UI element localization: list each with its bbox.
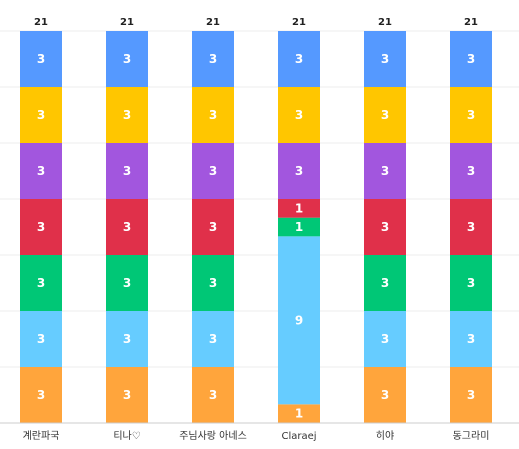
bar-segment — [364, 143, 406, 199]
segment-label: 3 — [467, 52, 475, 66]
segment-label: 3 — [209, 220, 217, 234]
category-label: 주님사랑 아네스 — [179, 430, 247, 442]
bar-segment — [192, 143, 234, 199]
segment-label: 3 — [295, 52, 303, 66]
segment-label: 3 — [467, 108, 475, 122]
segment-label: 3 — [209, 276, 217, 290]
bar-segment — [364, 311, 406, 367]
segment-label: 3 — [467, 388, 475, 402]
bar-segment — [192, 31, 234, 87]
bar-segment — [106, 367, 148, 423]
segment-label: 3 — [209, 388, 217, 402]
bar-segment — [278, 199, 320, 218]
segment-label: 3 — [123, 276, 131, 290]
bar-segment — [364, 31, 406, 87]
segment-label: 9 — [295, 313, 303, 327]
segment-label: 3 — [123, 52, 131, 66]
bar-segment — [192, 367, 234, 423]
segment-label: 3 — [209, 164, 217, 178]
bar-segment — [450, 31, 492, 87]
segment-label: 1 — [295, 201, 303, 215]
segment-label: 3 — [37, 332, 45, 346]
segment-label: 3 — [123, 220, 131, 234]
segment-label: 3 — [381, 388, 389, 402]
bar-segment — [192, 255, 234, 311]
bar-segment — [450, 311, 492, 367]
segment-label: 3 — [37, 220, 45, 234]
category-label: 히야 — [376, 430, 394, 442]
segment-label: 3 — [37, 108, 45, 122]
segment-label: 3 — [295, 108, 303, 122]
bar-total-label: 21 — [34, 17, 48, 28]
bar-segment — [278, 143, 320, 199]
bar-segment — [450, 87, 492, 143]
segment-label: 3 — [381, 332, 389, 346]
category-label: 계란파국 — [23, 430, 60, 442]
segment-label: 3 — [467, 332, 475, 346]
segment-label: 3 — [123, 388, 131, 402]
segment-label: 3 — [37, 164, 45, 178]
bar-segment — [278, 217, 320, 237]
segment-label: 3 — [381, 52, 389, 66]
bar-segment — [20, 87, 62, 143]
segment-label: 3 — [467, 220, 475, 234]
bar-segment — [20, 31, 62, 87]
bar-segment — [450, 199, 492, 255]
segment-label: 3 — [37, 52, 45, 66]
segment-label: 3 — [295, 164, 303, 178]
segment-label: 3 — [209, 332, 217, 346]
segment-label: 3 — [209, 108, 217, 122]
bar-total-label: 21 — [292, 17, 306, 28]
bar-segment — [364, 255, 406, 311]
bar-segment — [364, 367, 406, 423]
category-label: Claraej — [281, 431, 316, 442]
segment-label: 1 — [295, 220, 303, 234]
bar-segment — [20, 311, 62, 367]
bar-segment — [278, 404, 320, 423]
bar-segment — [20, 367, 62, 423]
bar-segment — [192, 87, 234, 143]
segment-label: 3 — [37, 388, 45, 402]
segment-label: 3 — [381, 276, 389, 290]
bar-segment — [20, 143, 62, 199]
segment-label: 3 — [123, 332, 131, 346]
bar-segment — [278, 87, 320, 143]
bar-segment — [20, 255, 62, 311]
bar-segment — [450, 255, 492, 311]
bar-segment — [192, 199, 234, 255]
segment-label: 3 — [467, 276, 475, 290]
category-label: 티나♡ — [113, 430, 140, 442]
bar-segment — [20, 199, 62, 255]
bar-total-label: 21 — [206, 17, 220, 28]
bar-segment — [106, 31, 148, 87]
bar-segment — [450, 367, 492, 423]
bar-total-label: 21 — [378, 17, 392, 28]
segment-label: 1 — [295, 407, 303, 421]
category-label: 동그라미 — [453, 430, 490, 442]
bar-segment — [106, 255, 148, 311]
bar-segment — [278, 31, 320, 87]
bar-segment — [364, 87, 406, 143]
bar-segment — [364, 199, 406, 255]
segment-label: 3 — [123, 108, 131, 122]
segment-label: 3 — [381, 108, 389, 122]
segment-label: 3 — [209, 52, 217, 66]
bar-segment — [106, 199, 148, 255]
bar-segment — [106, 311, 148, 367]
segment-label: 3 — [467, 164, 475, 178]
bar-segment — [106, 143, 148, 199]
segment-label: 3 — [381, 164, 389, 178]
bar-segment — [106, 87, 148, 143]
segment-label: 3 — [381, 220, 389, 234]
segment-label: 3 — [37, 276, 45, 290]
bar-total-label: 21 — [120, 17, 134, 28]
bar-segment — [278, 236, 320, 405]
bar-segment — [450, 143, 492, 199]
bar-segment — [192, 311, 234, 367]
segment-label: 3 — [123, 164, 131, 178]
bar-total-label: 21 — [464, 17, 478, 28]
